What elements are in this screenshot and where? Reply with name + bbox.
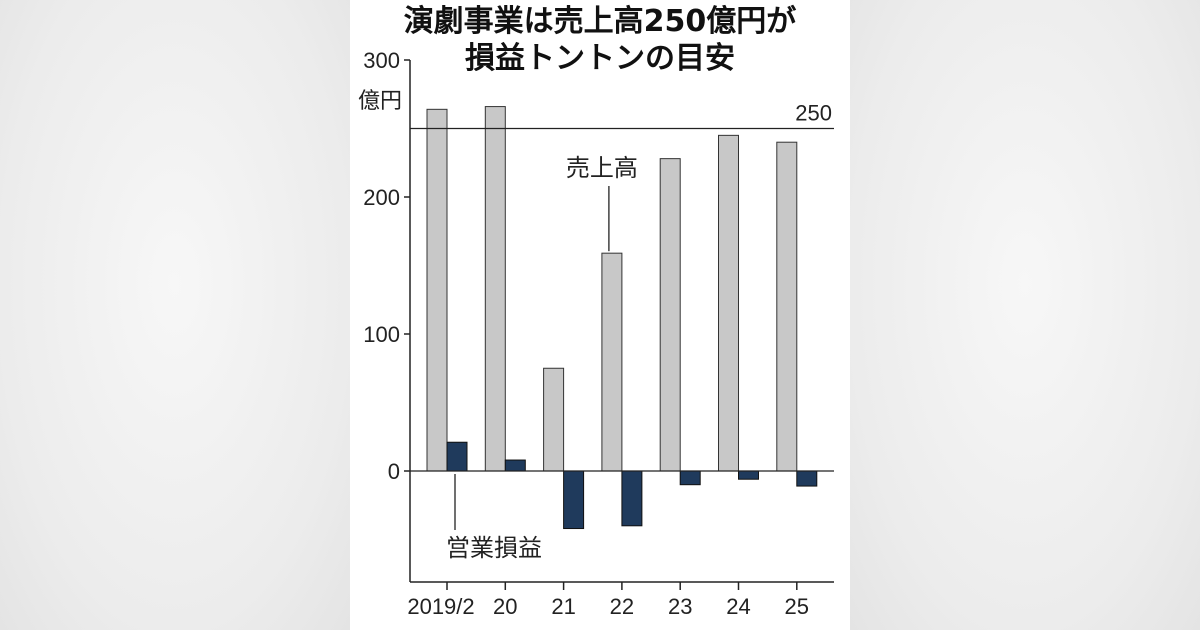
operating-profit-bar (621, 470, 643, 527)
sales-bar (776, 141, 798, 472)
background-right (850, 0, 1200, 630)
operating-profit-bar (738, 470, 759, 480)
y-tick-label: 100 (363, 322, 400, 347)
sales-bar (601, 252, 623, 472)
y-tick-label: 200 (363, 185, 400, 210)
sales-bar (659, 158, 681, 472)
x-tick-label: 23 (668, 594, 692, 619)
sales-bar (484, 106, 506, 472)
sales-bar (543, 367, 565, 472)
x-tick-label: 21 (551, 594, 575, 619)
y-tick-label: 0 (388, 459, 400, 484)
operating-profit-bar (563, 470, 585, 530)
x-tick-label: 20 (493, 594, 517, 619)
background-left (0, 0, 350, 630)
x-tick-label: 24 (726, 594, 750, 619)
operating-profit-bar (796, 470, 818, 487)
y-tick-label: 300 (363, 48, 400, 73)
x-tick-label: 2019/2 (407, 594, 474, 619)
operating-profit-bar (679, 470, 701, 486)
sales-bar (426, 108, 448, 472)
x-axis-labels: 2019/2 20 21 22 23 24 25 (407, 582, 809, 619)
y-axis-unit-label: 億円 (358, 88, 402, 113)
x-tick-label: 25 (785, 594, 809, 619)
sales-series-label: 売上高 (566, 155, 638, 182)
reference-line-label: 250 (795, 101, 832, 126)
operating-profit-bar (504, 459, 526, 472)
chart-title-line-2: 損益トントンの目安 (465, 41, 735, 76)
x-tick-label: 22 (610, 594, 634, 619)
operating-profit-series-label: 営業損益 (446, 535, 542, 562)
operating-profit-bar (446, 441, 468, 472)
sales-bar (718, 134, 739, 472)
chart-title-line-1: 演劇事業は売上高250億円が (403, 4, 797, 39)
y-axis-ticks: 0 100 200 300 (363, 48, 410, 484)
bars-group (426, 106, 818, 530)
